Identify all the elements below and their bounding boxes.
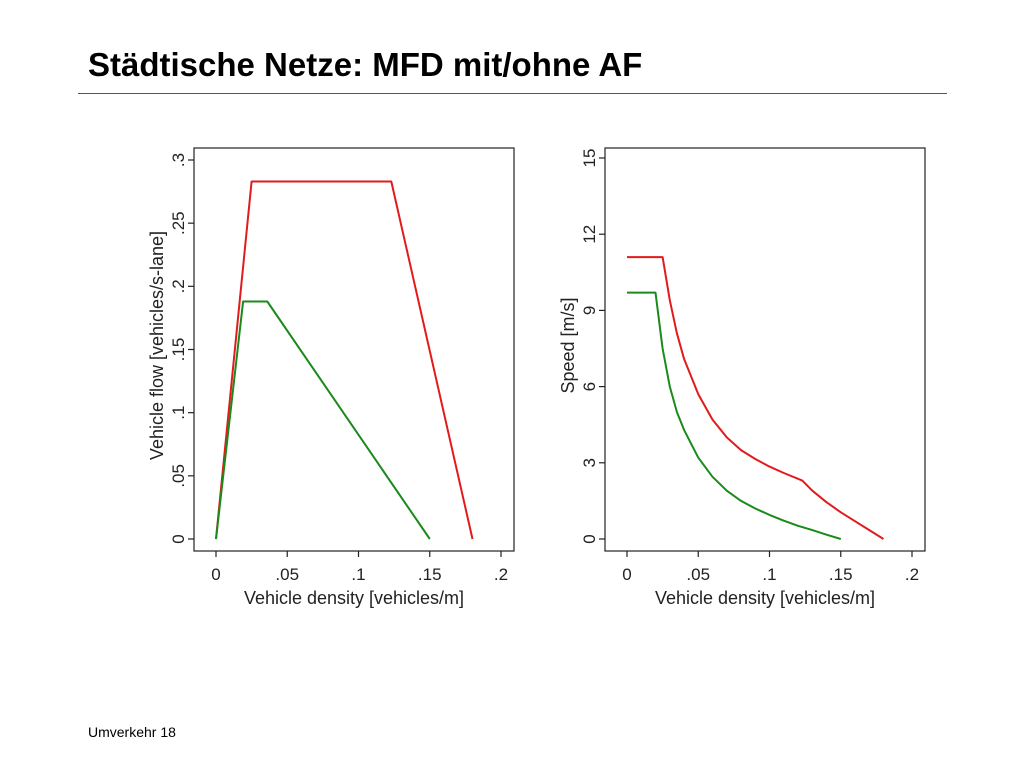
y-tick-label: 0 [169,534,188,543]
plot-frame [604,147,926,552]
series-line-0 [627,256,885,540]
y-tick-label: 12 [580,225,599,244]
series-line-0 [215,180,474,540]
x-tick-label: .05 [275,565,299,584]
y-axis-title: Speed [m/s] [558,297,578,393]
plot-frame [193,147,515,552]
y-tick-label: 3 [580,458,599,467]
slide-title: Städtische Netze: MFD mit/ohne AF [88,46,643,83]
x-tick-label: 0 [622,565,631,584]
x-axis-title: Vehicle density [vehicles/m] [655,588,875,608]
x-tick-label: .2 [494,565,508,584]
x-tick-label: .1 [762,565,776,584]
x-tick-label: .1 [351,565,365,584]
x-tick-label: .2 [905,565,919,584]
speed-density-chart: 0 .05 .1 .15 .2 0 3 6 9 12 15 Vehicle density [vehi… [558,147,926,608]
footer-text: Umverkehr 18 [88,724,176,740]
y-tick-label: 0 [580,534,599,543]
x-tick-label: .15 [418,565,442,584]
x-axis-title: Vehicle density [vehicles/m] [244,588,464,608]
series-line-1 [627,291,842,540]
y-tick-label: .05 [169,464,188,488]
y-tick-label: 9 [580,306,599,315]
x-tick-label: 0 [211,565,220,584]
y-axis-title: Vehicle flow [vehicles/s-lane] [147,231,167,460]
flow-density-chart: 0 .05 .1 .15 .2 0 .05 .1 .15 .2 .25 .3 Vehicle densi… [147,147,515,608]
series-line-1 [215,300,431,540]
y-tick-label: .3 [169,153,188,167]
y-tick-label: .1 [169,406,188,420]
x-tick-label: .15 [829,565,853,584]
y-tick-label: .25 [169,211,188,235]
y-tick-label: 15 [580,149,599,168]
y-tick-label: 6 [580,382,599,391]
y-tick-label: .15 [169,338,188,362]
y-tick-label: .2 [169,279,188,293]
x-tick-label: .05 [686,565,710,584]
title-divider [78,93,947,94]
